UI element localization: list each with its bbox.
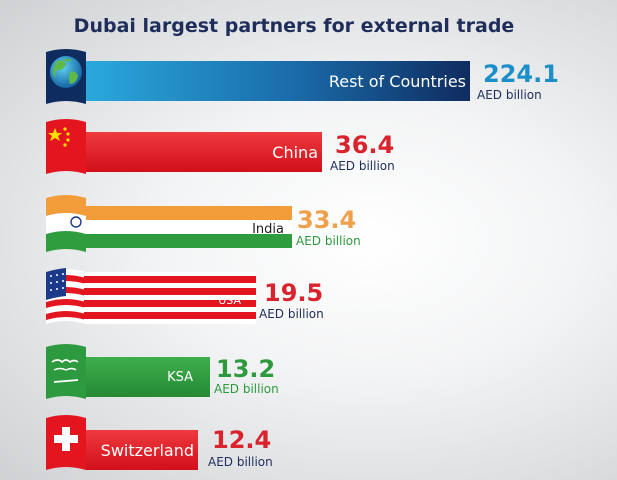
bar-label-india: India [252, 222, 284, 237]
value-label-rest-of-countries: 224.1 [483, 60, 559, 88]
bar-usa [84, 272, 256, 324]
row-usa: USA 19.5 AED billion [46, 268, 324, 324]
bar-india-white-stripe [86, 220, 292, 234]
value-label-ksa: 13.2 [216, 355, 275, 383]
unit-label-ksa: AED billion [214, 382, 279, 396]
unit-label-china: AED billion [330, 159, 395, 173]
china-flag-icon [46, 119, 86, 174]
globe-icon [46, 49, 86, 104]
value-label-switzerland: 12.4 [212, 426, 271, 454]
value-label-china: 36.4 [335, 131, 394, 159]
unit-label-switzerland: AED billion [208, 455, 273, 469]
bar-switzerland [86, 430, 198, 470]
switzerland-flag-icon [46, 415, 86, 470]
value-label-india: 33.4 [297, 206, 356, 234]
bar-label-switzerland: Switzerland [101, 441, 194, 460]
row-rest-of-countries: Rest of Countries 224.1 AED billion [46, 49, 559, 104]
chart-title: Dubai largest partners for external trad… [74, 15, 515, 37]
bar-india-saffron-stripe [86, 206, 292, 220]
bar-label-usa: USA [218, 294, 241, 307]
bar-ksa [86, 357, 210, 397]
row-china: China 36.4 AED billion [46, 119, 395, 174]
ksa-flag-icon [46, 344, 86, 399]
value-label-usa: 19.5 [264, 279, 323, 307]
row-india: India 33.4 AED billion [46, 195, 361, 252]
unit-label-usa: AED billion [259, 307, 324, 321]
unit-label-rest-of-countries: AED billion [477, 88, 542, 102]
bar-rest-of-countries [86, 61, 470, 101]
bar-label-china: China [272, 143, 318, 162]
bar-india-green-stripe [86, 234, 292, 248]
row-switzerland: Switzerland 12.4 AED billion [46, 415, 273, 470]
row-ksa: KSA 13.2 AED billion [46, 344, 279, 399]
unit-label-india: AED billion [296, 234, 361, 248]
usa-flag-icon [46, 268, 86, 324]
bar-label-rest-of-countries: Rest of Countries [329, 72, 466, 91]
india-flag-icon [46, 195, 86, 252]
bar-china [86, 132, 322, 172]
bar-label-ksa: KSA [167, 370, 193, 385]
